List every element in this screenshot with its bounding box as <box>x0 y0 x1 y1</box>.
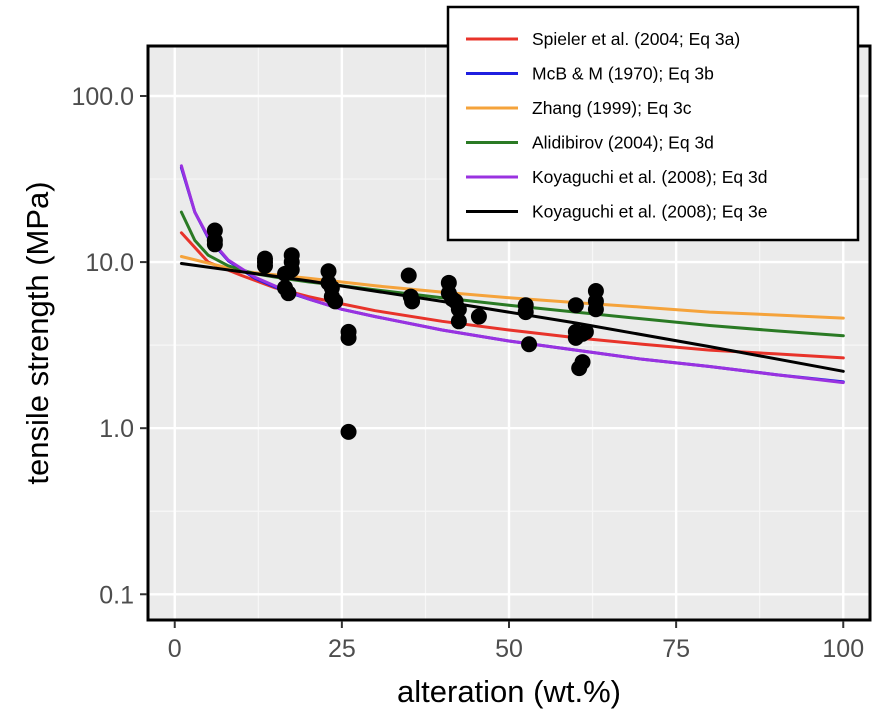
x-axis-title: alteration (wt.%) <box>397 674 621 709</box>
data-point <box>283 261 300 278</box>
tick-labels: 0 25 50 75 100 0.1 1.0 10.0 100.0 <box>71 83 864 663</box>
y-axis-title: tensile strength (MPa) <box>20 181 55 484</box>
x-tick-label: 25 <box>328 635 356 663</box>
x-tick-label: 100 <box>822 635 864 663</box>
y-tick-label: 10.0 <box>85 249 134 277</box>
data-points <box>206 222 604 440</box>
data-point <box>400 267 417 284</box>
data-point <box>450 313 467 330</box>
data-point <box>404 293 421 310</box>
data-point <box>320 263 337 280</box>
legend-label: Zhang (1999); Eq 3c <box>532 98 692 118</box>
data-point <box>256 257 273 274</box>
y-tick-label: 1.0 <box>99 415 134 443</box>
data-point <box>327 293 344 310</box>
legend-label: McB & M (1970); Eq 3b <box>532 64 714 84</box>
data-point <box>577 323 594 340</box>
x-tick-label: 0 <box>168 635 182 663</box>
axis-ticks <box>140 94 845 628</box>
legend-label: Koyaguchi et al. (2008); Eq 3e <box>532 202 767 222</box>
data-point <box>567 297 584 314</box>
data-point <box>521 336 538 353</box>
legend: Spieler et al. (2004; Eq 3a) McB & M (197… <box>446 5 860 242</box>
data-point <box>206 236 223 253</box>
data-point <box>587 301 604 318</box>
data-point <box>280 285 297 302</box>
y-tick-label: 0.1 <box>99 581 134 609</box>
x-tick-label: 50 <box>495 635 523 663</box>
data-point <box>340 423 357 440</box>
y-tick-label: 100.0 <box>71 83 134 111</box>
data-point <box>517 304 534 321</box>
legend-box <box>446 5 860 242</box>
legend-label: Spieler et al. (2004; Eq 3a) <box>532 29 740 49</box>
legend-label: Koyaguchi et al. (2008); Eq 3d <box>532 167 767 187</box>
series-line <box>179 231 845 360</box>
legend-label: Alidibirov (2004); Eq 3d <box>532 133 714 153</box>
data-point <box>450 301 467 318</box>
data-point <box>340 329 357 346</box>
data-point <box>574 354 591 371</box>
x-tick-label: 75 <box>662 635 690 663</box>
data-point <box>470 308 487 325</box>
